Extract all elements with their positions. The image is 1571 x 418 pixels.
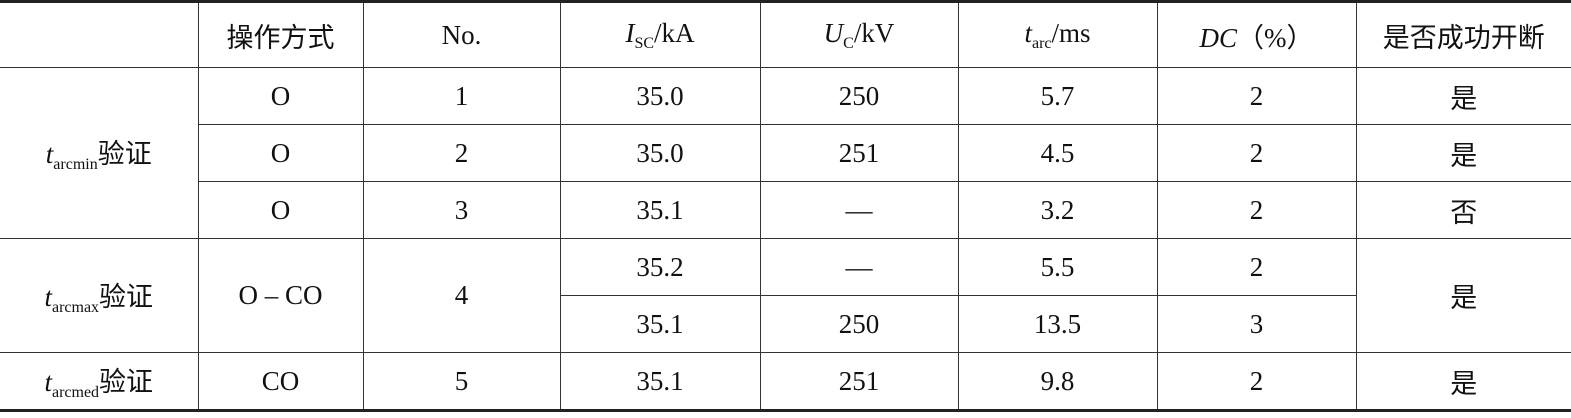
cell: O – CO	[197, 238, 364, 353]
cell: 250	[759, 295, 959, 353]
cell: 35.1	[559, 295, 761, 353]
cell: 5.5	[957, 238, 1158, 296]
cell: CO	[197, 352, 364, 412]
subscript: SC	[634, 34, 655, 52]
cell: 35.1	[559, 181, 761, 239]
unit: （%）	[1237, 22, 1314, 53]
suffix: 验证	[99, 367, 154, 397]
subscript: arcmed	[51, 384, 100, 401]
row: O 3 35.1 — 3.2 2 否	[0, 181, 1571, 239]
cell: —	[759, 181, 959, 239]
header-cell: No.	[362, 0, 561, 68]
cell: O	[197, 181, 364, 239]
cell: 5	[362, 352, 561, 412]
cell: 是	[1355, 238, 1571, 353]
cell: 2	[1156, 352, 1357, 412]
header-cell: 操作方式	[197, 0, 364, 68]
row: tarcmax验证 O – CO 4 35.2 — 5.5 2 是	[0, 238, 1571, 353]
row: tarcmed验证 CO 5 35.1 251 9.8 2 是	[0, 352, 1571, 412]
cell: 35.2	[559, 238, 761, 296]
symbol: U	[823, 17, 844, 48]
cell: 3	[1156, 295, 1357, 353]
cell: 2	[1156, 238, 1357, 296]
subscript: arc	[1031, 34, 1052, 52]
group-label: tarcmed验证	[0, 352, 199, 412]
cell: 35.0	[559, 124, 761, 182]
cell: 251	[759, 352, 959, 412]
cell: 2	[1156, 67, 1357, 125]
row: 35.1 250 13.5 3	[0, 295, 1571, 353]
cell: 否	[1355, 181, 1571, 239]
suffix: 验证	[99, 281, 154, 312]
cell: 3	[362, 181, 561, 239]
cell: 2	[1156, 124, 1357, 182]
subscript: arcmax	[51, 298, 100, 316]
cell: 是	[1355, 67, 1571, 125]
cell: O	[197, 67, 364, 125]
cell: 4.5	[957, 124, 1158, 182]
cell: 251	[759, 124, 959, 182]
row: O 2 35.0 251 4.5 2 是	[0, 124, 1571, 182]
cell: 1	[362, 67, 561, 125]
cell: 5.7	[957, 67, 1158, 125]
cell: 2	[362, 124, 561, 182]
symbol: t	[44, 281, 52, 312]
subscript: arcmin	[53, 156, 98, 173]
header-cell: 是否成功开断	[1355, 0, 1571, 68]
header-cell: UC/kV	[759, 0, 959, 68]
header-row: 操作方式 No. ISC/kA UC/kV tarc/ms DC（%） 是否成功…	[0, 0, 1571, 68]
unit: /ms	[1051, 17, 1091, 48]
symbol: t	[1024, 17, 1032, 48]
cell: 是	[1355, 124, 1571, 182]
symbol: I	[625, 17, 635, 48]
header-cell: ISC/kA	[559, 0, 761, 68]
cell: 是	[1355, 352, 1571, 412]
cell: 2	[1156, 181, 1357, 239]
cell: 35.0	[559, 67, 761, 125]
header-cell	[0, 0, 199, 68]
cell: O	[197, 124, 364, 182]
group-label: tarcmin验证	[0, 67, 199, 239]
cell: 13.5	[957, 295, 1158, 353]
row: tarcmin验证 O 1 35.0 250 5.7 2 是	[0, 67, 1571, 239]
suffix: 验证	[97, 139, 152, 169]
subscript: C	[843, 34, 854, 52]
group-label: tarcmax验证	[0, 238, 199, 353]
unit: /kA	[654, 17, 695, 48]
cell: 250	[759, 67, 959, 125]
header-cell: tarc/ms	[957, 0, 1158, 68]
cell: —	[759, 238, 959, 296]
cell: 35.1	[559, 352, 761, 412]
header-cell: DC（%）	[1156, 0, 1357, 68]
cell: 9.8	[957, 352, 1158, 412]
cell: 4	[362, 238, 561, 353]
cell: 3.2	[957, 181, 1158, 239]
symbol: DC	[1199, 22, 1237, 53]
symbol: t	[45, 139, 54, 169]
symbol: t	[44, 367, 52, 397]
unit: /kV	[853, 17, 895, 48]
